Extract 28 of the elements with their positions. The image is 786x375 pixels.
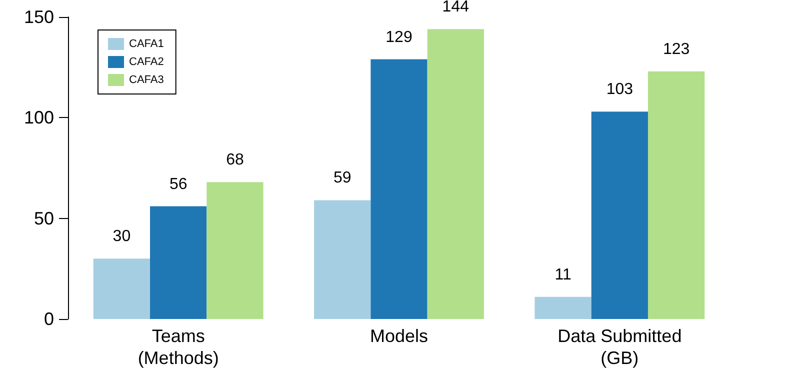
y-tick-label: 100 bbox=[24, 108, 54, 128]
data-label: 30 bbox=[112, 228, 131, 246]
bar bbox=[534, 296, 592, 319]
bar bbox=[206, 182, 264, 319]
x-tick-label: Models bbox=[370, 326, 428, 346]
data-label: 144 bbox=[442, 0, 470, 16]
bar bbox=[591, 112, 648, 319]
legend-label: CAFA3 bbox=[129, 74, 164, 86]
x-tick-label: Teams (Methods) bbox=[138, 326, 219, 368]
legend-label: CAFA1 bbox=[129, 38, 164, 50]
legend-label: CAFA2 bbox=[129, 56, 164, 68]
bar bbox=[314, 200, 371, 319]
bar bbox=[427, 29, 484, 319]
y-tick-label: 150 bbox=[24, 7, 54, 27]
y-tick-label: 0 bbox=[44, 309, 54, 329]
y-tick-label: 50 bbox=[34, 208, 54, 228]
data-label: 103 bbox=[606, 81, 634, 98]
data-label: 56 bbox=[169, 176, 188, 193]
x-tick-label: Data Submitted (GB) bbox=[558, 326, 682, 368]
data-label: 129 bbox=[386, 28, 412, 46]
data-label: 68 bbox=[226, 152, 244, 169]
bar bbox=[370, 59, 428, 319]
bar bbox=[93, 258, 150, 319]
data-label: 123 bbox=[662, 40, 690, 58]
data-label: 59 bbox=[333, 170, 352, 187]
data-label: 11 bbox=[554, 266, 572, 284]
bar bbox=[648, 71, 705, 319]
bar bbox=[150, 206, 207, 319]
